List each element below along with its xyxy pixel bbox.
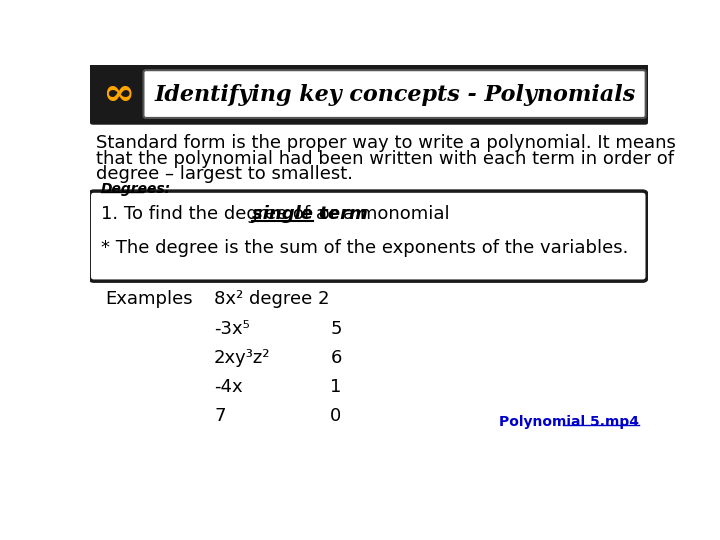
- Text: 7: 7: [214, 408, 225, 426]
- Text: 5: 5: [330, 320, 342, 338]
- Text: Polynomial 5.mp4: Polynomial 5.mp4: [499, 415, 639, 429]
- Text: degree – largest to smallest.: degree – largest to smallest.: [96, 165, 354, 183]
- Text: single term: single term: [251, 205, 367, 223]
- Text: 0: 0: [330, 408, 341, 426]
- Text: 2xy³z²: 2xy³z²: [214, 349, 271, 367]
- Text: * The degree is the sum of the exponents of the variables.: * The degree is the sum of the exponents…: [101, 239, 629, 257]
- Text: 6: 6: [330, 349, 341, 367]
- FancyBboxPatch shape: [143, 70, 646, 118]
- Text: that the polynomial had been written with each term in order of: that the polynomial had been written wit…: [96, 150, 674, 167]
- Text: 8x² degree 2: 8x² degree 2: [214, 291, 330, 308]
- Text: 1. To find the degree of a: 1. To find the degree of a: [101, 205, 333, 223]
- Text: or a monomial: or a monomial: [313, 205, 449, 223]
- Text: Standard form is the proper way to write a polynomial. It means: Standard form is the proper way to write…: [96, 134, 676, 152]
- FancyBboxPatch shape: [89, 191, 647, 281]
- Text: -4x: -4x: [214, 378, 243, 396]
- Text: Identifying key concepts - Polynomials: Identifying key concepts - Polynomials: [155, 84, 636, 106]
- Text: Examples: Examples: [106, 291, 193, 308]
- Text: 1: 1: [330, 378, 341, 396]
- Text: -3x⁵: -3x⁵: [214, 320, 250, 338]
- Text: ∞: ∞: [102, 75, 134, 113]
- Text: Degrees:: Degrees:: [101, 182, 171, 196]
- FancyBboxPatch shape: [90, 65, 648, 123]
